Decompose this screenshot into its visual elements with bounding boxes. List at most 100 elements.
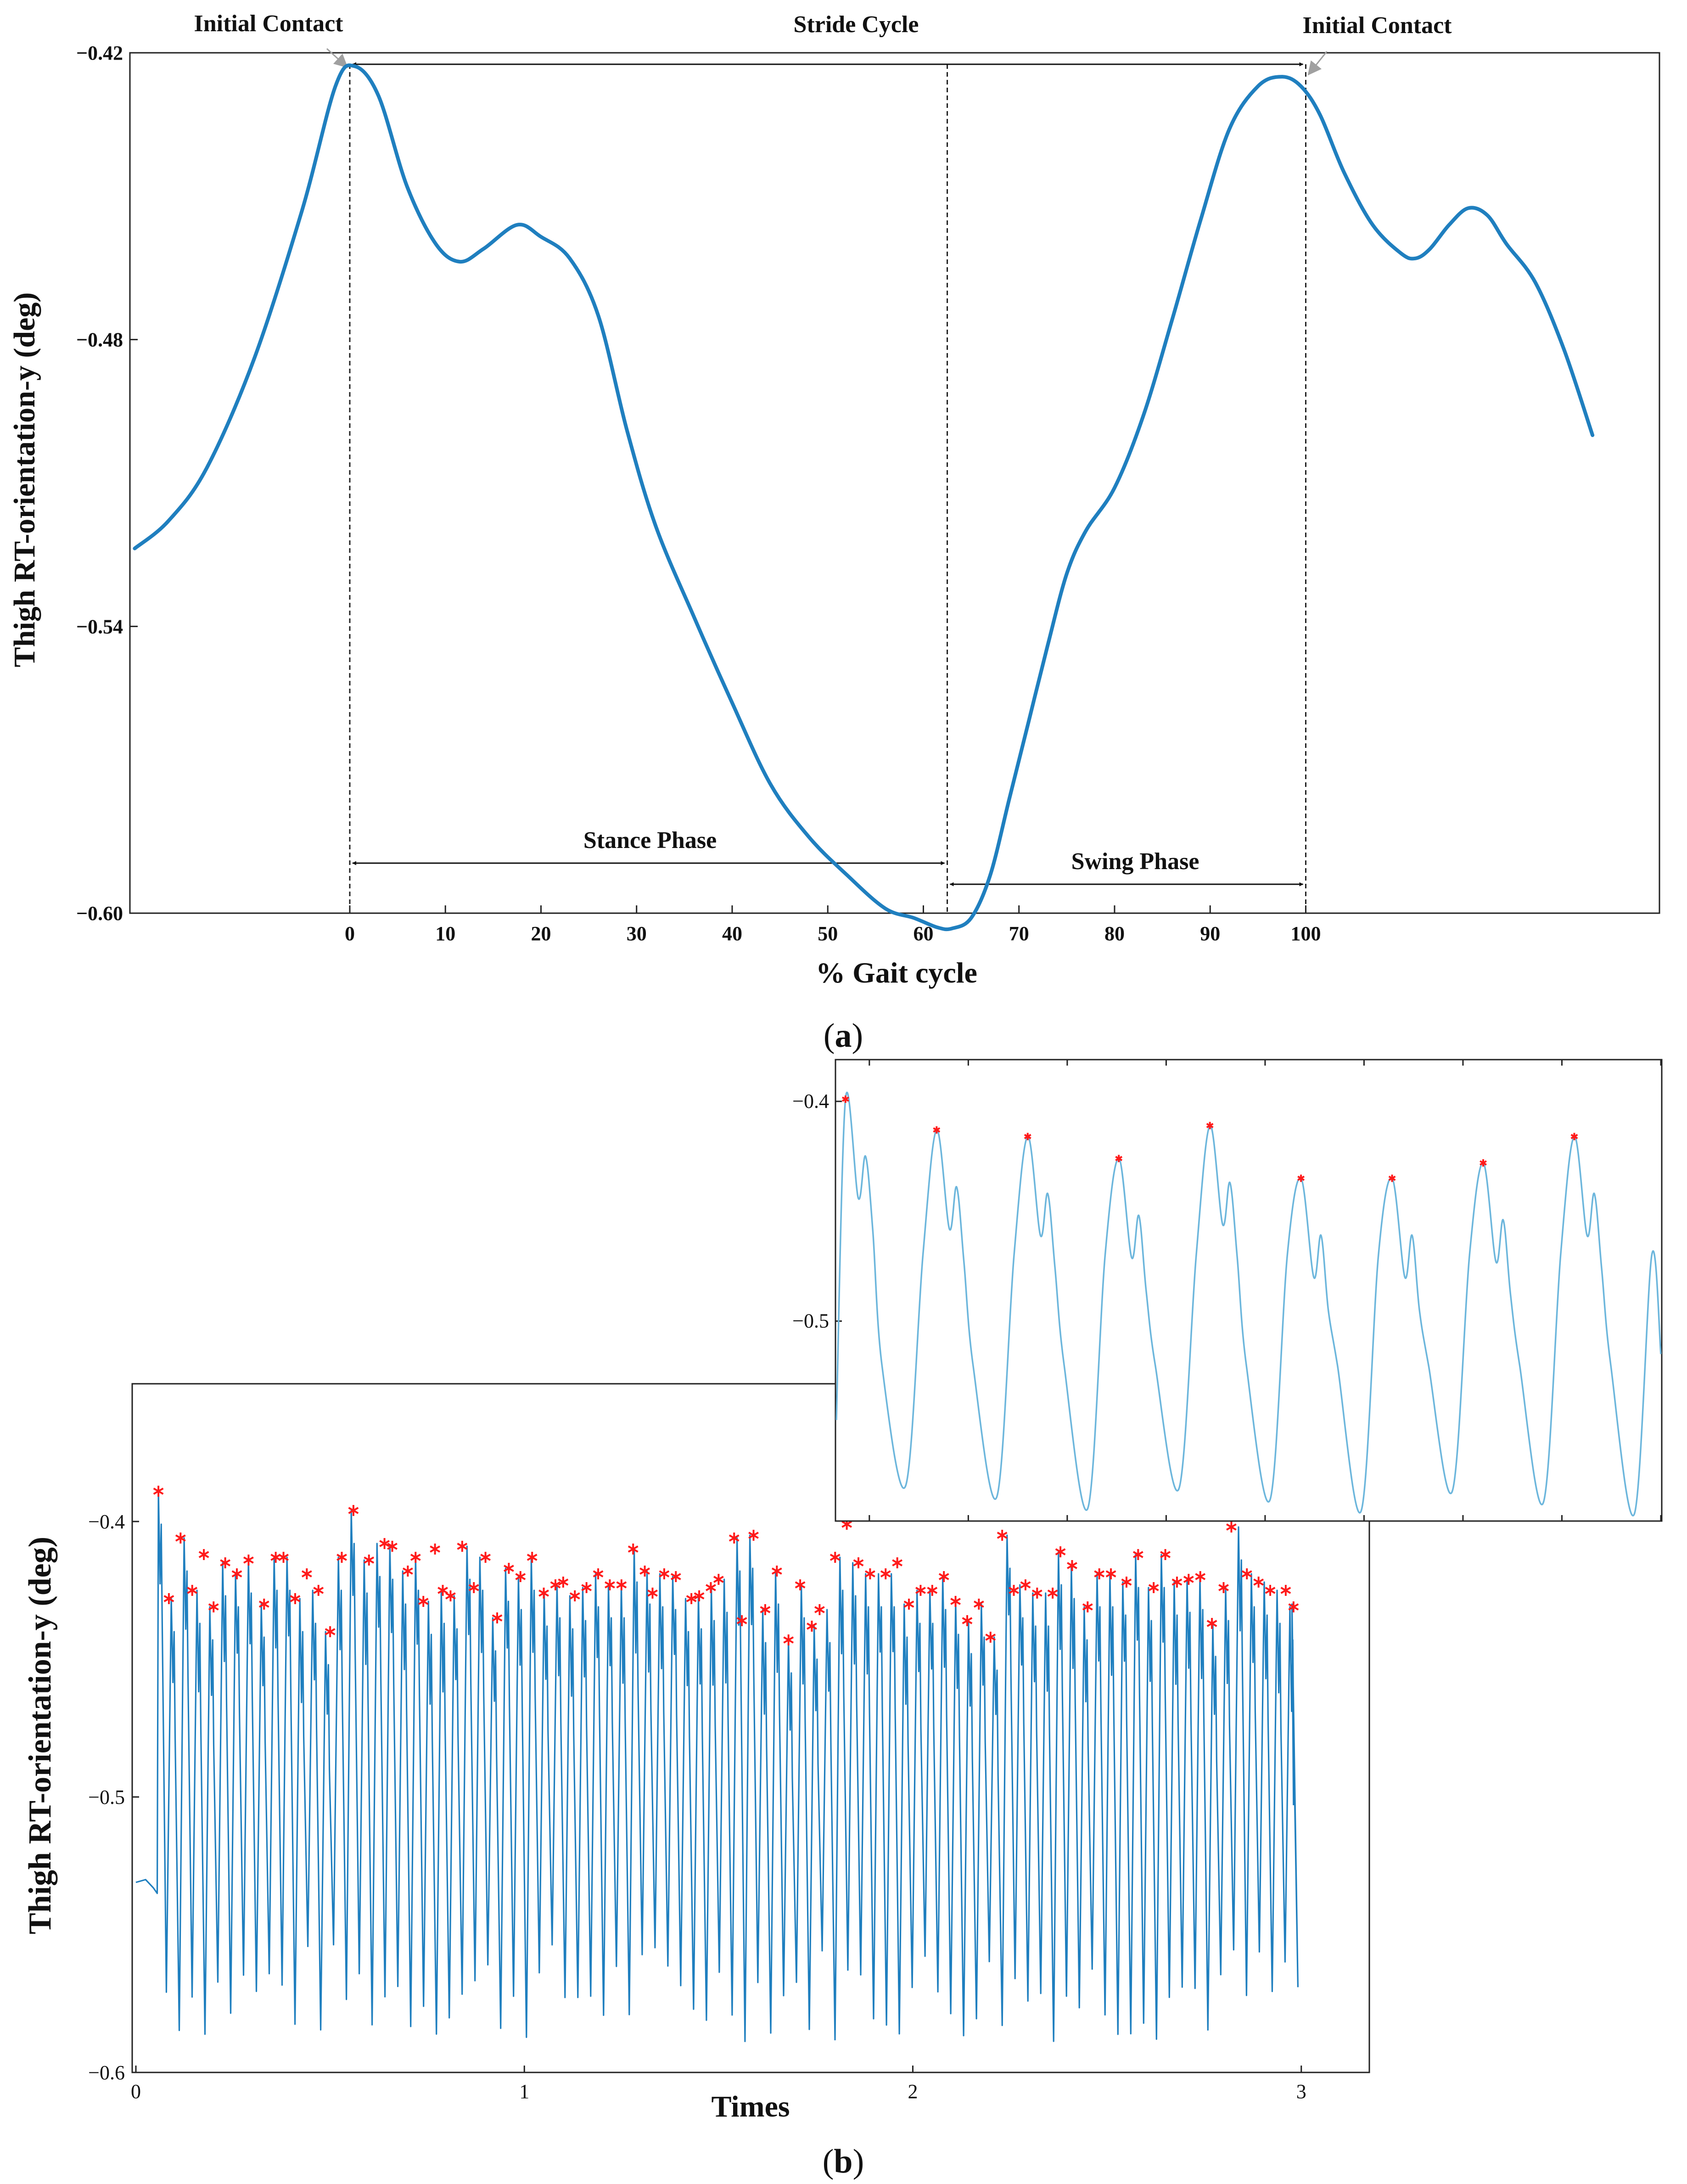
peak-marker [1020, 1579, 1031, 1590]
peak-marker [492, 1612, 503, 1623]
peak-marker [997, 1530, 1008, 1541]
peak-marker [903, 1599, 914, 1610]
panel-b-x-axis-label: Times [711, 2090, 790, 2123]
peak-marker [1241, 1568, 1252, 1579]
peak-marker [364, 1555, 375, 1566]
peak-marker [270, 1552, 281, 1563]
peak-marker [783, 1634, 794, 1645]
panel-b-series-line [135, 1490, 1299, 2042]
peak-marker [639, 1566, 650, 1577]
panel-a-y-tick-label: −0.54 [76, 615, 123, 638]
stride-cycle-label: Stride Cycle [794, 11, 919, 38]
peak-marker [1206, 1618, 1217, 1629]
panel-a-x-tick-label: 10 [435, 922, 455, 945]
inset-peak-marker [1480, 1159, 1487, 1167]
peak-marker [301, 1568, 312, 1579]
inset-y-tick-label: −0.5 [792, 1310, 829, 1332]
peak-marker [1218, 1582, 1229, 1593]
panel-b: −0.4 −0.5 −0.6 0 1 2 3 Thigh RT-orientation-y… [22, 1059, 1663, 2180]
peak-marker [1132, 1549, 1143, 1560]
panel-b-x-ticks: 0 1 2 3 [131, 2066, 1306, 2103]
peak-marker [927, 1585, 938, 1596]
peak-marker [278, 1552, 289, 1563]
panel-a-x-tick-label: 0 [345, 922, 355, 945]
peak-marker [480, 1552, 491, 1563]
peak-marker [1047, 1588, 1058, 1599]
panel-a-x-tick-label: 20 [531, 922, 551, 945]
peak-marker [1265, 1585, 1276, 1596]
inset-y-tick-label: −0.4 [792, 1090, 829, 1112]
panel-b-inset: −0.4 −0.5 [792, 1059, 1663, 1522]
peak-marker [1121, 1577, 1132, 1588]
peak-marker [515, 1571, 526, 1582]
peak-marker [814, 1604, 825, 1615]
peak-marker [1105, 1568, 1116, 1579]
peak-marker [729, 1533, 740, 1544]
peak-marker [1031, 1588, 1042, 1599]
panel-a-plot-frame [129, 52, 1660, 914]
peak-marker [445, 1590, 456, 1601]
peak-marker [605, 1579, 615, 1590]
peak-marker [437, 1585, 448, 1596]
panel-a-x-axis-label: % Gait cycle [816, 956, 977, 989]
panel-a-x-tick-label: 100 [1290, 922, 1321, 945]
panel-a-y-axis-label: Thigh RT-orientation-y (deg) [8, 292, 41, 668]
peak-marker [430, 1544, 441, 1555]
inset-series-line [835, 1092, 1662, 1516]
peak-marker [1226, 1522, 1237, 1533]
peak-marker [198, 1549, 209, 1560]
peak-marker [313, 1585, 324, 1596]
peak-marker [220, 1557, 231, 1568]
peak-marker [175, 1533, 186, 1544]
panel-b-x-tick-label: 0 [131, 2080, 141, 2103]
panel-a-x-tick-label: 40 [722, 922, 742, 945]
inset-peak-marker [1115, 1155, 1123, 1162]
peak-marker [258, 1599, 269, 1610]
peak-marker [187, 1585, 198, 1596]
peak-marker [504, 1563, 514, 1574]
panel-b-y-tick-label: −0.6 [88, 2061, 125, 2084]
inset-peak-marker [1297, 1174, 1305, 1182]
peak-marker [410, 1552, 421, 1563]
panel-b-peak-markers [153, 1486, 1299, 1645]
panel-b-y-ticks: −0.4 −0.5 −0.6 [88, 1510, 139, 2084]
panel-a-x-tick-label: 50 [818, 922, 838, 945]
peak-marker [348, 1505, 359, 1516]
peak-marker [1160, 1549, 1171, 1560]
peak-marker [208, 1601, 219, 1612]
peak-marker [760, 1604, 771, 1615]
peak-marker [686, 1593, 697, 1604]
peak-marker [1094, 1568, 1105, 1579]
peak-marker [659, 1568, 670, 1579]
peak-marker [468, 1582, 479, 1593]
inset-peak-markers [841, 1095, 1578, 1182]
inset-peak-marker [1024, 1133, 1031, 1140]
peak-marker [527, 1552, 538, 1563]
panel-a-y-ticks: −0.42 −0.48 −0.54 −0.60 [76, 42, 138, 925]
peak-marker [290, 1593, 301, 1604]
peak-marker [1288, 1601, 1299, 1612]
peak-marker [807, 1621, 817, 1632]
peak-marker [706, 1582, 716, 1593]
peak-marker [748, 1530, 759, 1541]
panel-b-y-tick-label: −0.4 [88, 1510, 125, 1533]
peak-marker [985, 1632, 996, 1643]
peak-marker [538, 1588, 549, 1599]
peak-marker [1082, 1601, 1093, 1612]
peak-marker [647, 1588, 658, 1599]
peak-marker [163, 1593, 174, 1604]
peak-marker [387, 1541, 398, 1552]
peak-marker [1171, 1577, 1183, 1588]
panel-a-x-tick-label: 30 [627, 922, 647, 945]
peak-marker [153, 1486, 164, 1497]
initial-contact-left-label: Initial Contact [194, 11, 344, 37]
panel-b-y-tick-label: −0.5 [88, 1786, 125, 1808]
inset-peak-marker [1570, 1133, 1578, 1140]
peak-marker [1195, 1571, 1206, 1582]
inset-peak-marker [841, 1095, 849, 1103]
peak-marker [550, 1579, 561, 1590]
panel-a-x-ticks: 0 10 20 30 40 50 60 70 80 90 100 [345, 905, 1321, 945]
peak-marker [892, 1557, 903, 1568]
panel-b-y-axis-label: Thigh RT-orientation-y (deg) [22, 1537, 58, 1934]
